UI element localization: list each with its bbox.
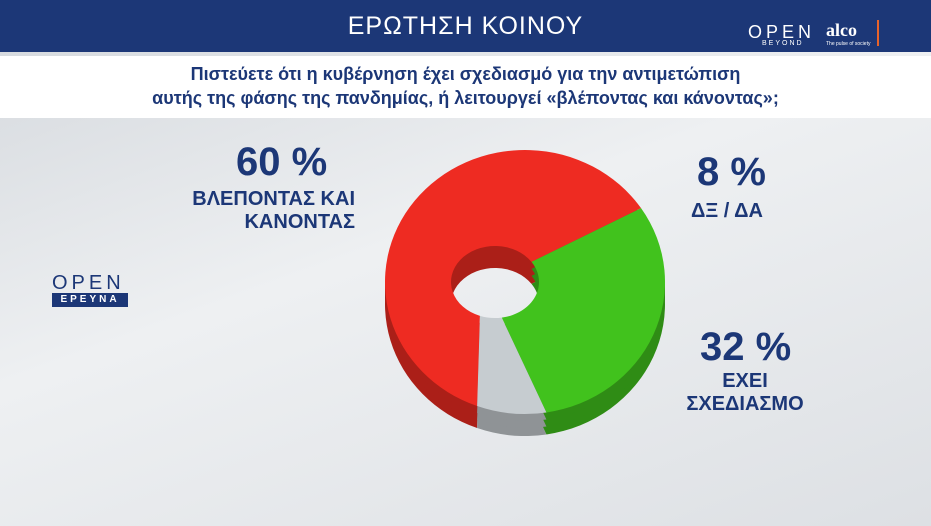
header-title: ΕΡΩΤΗΣΗ ΚΟΙΝΟΥ bbox=[347, 12, 584, 40]
logo-open: OPEN bbox=[748, 22, 816, 42]
question-band: Πιστεύετε ότι η κυβέρνηση έχει σχεδιασμό… bbox=[0, 56, 931, 118]
header-bar: ΕΡΩΤΗΣΗ ΚΟΙΝΟΥ OPEN BEYOND alco The puls… bbox=[0, 0, 931, 52]
category-label: ΒΛΕΠΟΝΤΑΣ ΚΑΙ ΚΑΝΟΝΤΑΣ bbox=[192, 188, 355, 233]
category-label: ΔΞ / ΔΑ bbox=[691, 200, 763, 222]
side-logo-subtitle: ΕΡΕΥΝΑ bbox=[52, 293, 128, 307]
slice bbox=[477, 315, 547, 414]
category-label: ΕΧΕΙ ΣΧΕΔΙΑΣΜΟ bbox=[686, 370, 804, 415]
side-logo-title: OPEN bbox=[52, 272, 125, 294]
slice bbox=[385, 150, 642, 407]
divider bbox=[877, 20, 879, 46]
logo-alco: alco bbox=[826, 20, 857, 40]
chart-title: Πιστεύετε ότι η κυβέρνηση έχει σχεδιασμό… bbox=[190, 64, 741, 84]
value-label: 32 % bbox=[700, 325, 792, 369]
value-label: 8 % bbox=[697, 150, 766, 194]
logo-alco-sub: The pulse of society bbox=[826, 41, 871, 47]
slice bbox=[501, 208, 665, 413]
value-label: 60 % bbox=[236, 140, 328, 184]
logo-open-sub: BEYOND bbox=[762, 40, 804, 47]
chart-title: αυτής της φάσης της πανδημίας, ή λειτουρ… bbox=[152, 88, 779, 108]
